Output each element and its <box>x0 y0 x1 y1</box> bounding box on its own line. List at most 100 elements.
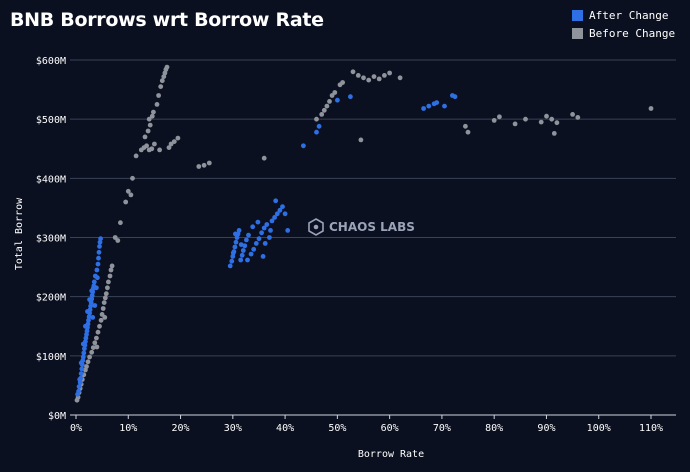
data-point-before-change[interactable] <box>154 102 160 107</box>
data-point-before-change[interactable] <box>98 317 104 323</box>
data-point-before-change[interactable] <box>397 75 403 81</box>
data-point-after-change[interactable] <box>267 235 272 240</box>
data-point-before-change[interactable] <box>166 145 172 151</box>
data-point-before-change[interactable] <box>319 112 325 117</box>
data-point-before-change[interactable] <box>95 329 101 335</box>
data-point-before-change[interactable] <box>497 114 502 120</box>
data-point-before-change[interactable] <box>463 123 468 129</box>
data-point-after-change[interactable] <box>434 100 440 105</box>
data-point-before-change[interactable] <box>324 103 330 109</box>
data-point-after-change[interactable] <box>277 207 283 213</box>
data-point-after-change[interactable] <box>253 241 259 246</box>
data-point-before-change[interactable] <box>108 267 114 273</box>
data-point-before-change[interactable] <box>97 323 102 329</box>
data-point-before-change[interactable] <box>125 188 131 194</box>
data-point-after-change[interactable] <box>80 341 86 347</box>
data-point-before-change[interactable] <box>146 116 152 122</box>
data-point-after-change[interactable] <box>76 384 82 389</box>
data-point-before-change[interactable] <box>314 116 319 122</box>
data-point-before-change[interactable] <box>175 135 181 141</box>
data-point-after-change[interactable] <box>97 244 102 249</box>
data-point-after-change[interactable] <box>80 354 86 360</box>
data-point-before-change[interactable] <box>201 162 207 168</box>
data-point-before-change[interactable] <box>102 295 108 301</box>
data-point-before-change[interactable] <box>261 155 267 161</box>
data-point-after-change[interactable] <box>452 94 458 100</box>
data-point-before-change[interactable] <box>149 146 155 152</box>
data-point-after-change[interactable] <box>260 254 266 259</box>
data-point-after-change[interactable] <box>83 323 88 329</box>
data-point-before-change[interactable] <box>123 199 129 205</box>
data-point-after-change[interactable] <box>85 309 90 314</box>
data-point-after-change[interactable] <box>240 248 246 253</box>
data-point-before-change[interactable] <box>554 120 560 126</box>
data-point-after-change[interactable] <box>285 228 291 233</box>
data-point-before-change[interactable] <box>321 107 327 113</box>
legend-item-before-change[interactable]: Before Change <box>572 24 675 42</box>
data-point-after-change[interactable] <box>234 235 240 240</box>
data-point-before-change[interactable] <box>106 279 111 285</box>
data-point-before-change[interactable] <box>549 116 555 122</box>
data-point-before-change[interactable] <box>118 220 123 226</box>
data-point-after-change[interactable] <box>442 103 447 109</box>
data-point-before-change[interactable] <box>107 273 113 279</box>
data-point-before-change[interactable] <box>648 106 654 111</box>
data-point-after-change[interactable] <box>229 258 235 264</box>
data-point-after-change[interactable] <box>91 279 97 285</box>
data-point-after-change[interactable] <box>242 243 248 249</box>
data-point-after-change[interactable] <box>250 224 256 230</box>
data-point-before-change[interactable] <box>327 99 332 104</box>
data-point-after-change[interactable] <box>256 236 262 242</box>
data-point-before-change[interactable] <box>164 64 170 70</box>
data-point-after-change[interactable] <box>348 94 353 100</box>
data-point-before-change[interactable] <box>102 315 108 320</box>
data-point-before-change[interactable] <box>89 349 95 355</box>
data-point-before-change[interactable] <box>87 354 92 360</box>
data-point-after-change[interactable] <box>78 360 84 366</box>
data-point-before-change[interactable] <box>94 335 99 341</box>
data-point-after-change[interactable] <box>96 255 101 261</box>
data-point-after-change[interactable] <box>251 246 257 252</box>
data-point-after-change[interactable] <box>239 252 245 258</box>
data-point-after-change[interactable] <box>89 288 95 294</box>
data-point-before-change[interactable] <box>128 192 134 198</box>
data-point-after-change[interactable] <box>76 388 81 394</box>
data-point-before-change[interactable] <box>575 115 581 120</box>
data-point-before-change[interactable] <box>133 153 139 159</box>
data-point-after-change[interactable] <box>301 143 306 149</box>
data-point-before-change[interactable] <box>371 74 377 79</box>
data-point-before-change[interactable] <box>90 345 96 350</box>
data-point-before-change[interactable] <box>206 160 212 166</box>
data-point-after-change[interactable] <box>335 97 340 103</box>
data-point-after-change[interactable] <box>92 303 98 308</box>
data-point-before-change[interactable] <box>161 74 167 79</box>
data-point-before-change[interactable] <box>158 84 164 89</box>
data-point-before-change[interactable] <box>142 134 148 140</box>
data-point-after-change[interactable] <box>264 222 270 227</box>
data-point-before-change[interactable] <box>382 73 387 78</box>
data-point-after-change[interactable] <box>238 257 244 263</box>
data-point-before-change[interactable] <box>340 80 345 85</box>
data-point-after-change[interactable] <box>245 257 250 263</box>
data-point-before-change[interactable] <box>350 69 356 75</box>
data-point-after-change[interactable] <box>95 261 101 267</box>
data-point-after-change[interactable] <box>94 285 99 291</box>
data-point-after-change[interactable] <box>255 219 261 225</box>
data-point-after-change[interactable] <box>273 198 279 204</box>
data-point-before-change[interactable] <box>130 175 135 181</box>
data-point-before-change[interactable] <box>100 306 106 311</box>
data-point-after-change[interactable] <box>86 314 92 320</box>
data-point-after-change[interactable] <box>272 215 277 220</box>
data-point-before-change[interactable] <box>491 118 497 123</box>
data-point-after-change[interactable] <box>96 249 102 255</box>
data-point-after-change[interactable] <box>232 244 238 250</box>
data-point-after-change[interactable] <box>98 236 103 242</box>
data-point-after-change[interactable] <box>230 250 236 256</box>
legend-item-after-change[interactable]: After Change <box>572 6 675 24</box>
data-point-before-change[interactable] <box>101 300 107 305</box>
data-point-before-change[interactable] <box>115 238 121 243</box>
data-point-after-change[interactable] <box>81 350 87 356</box>
data-point-after-change[interactable] <box>246 232 251 238</box>
data-point-before-change[interactable] <box>544 113 549 119</box>
data-point-before-change[interactable] <box>358 137 364 143</box>
